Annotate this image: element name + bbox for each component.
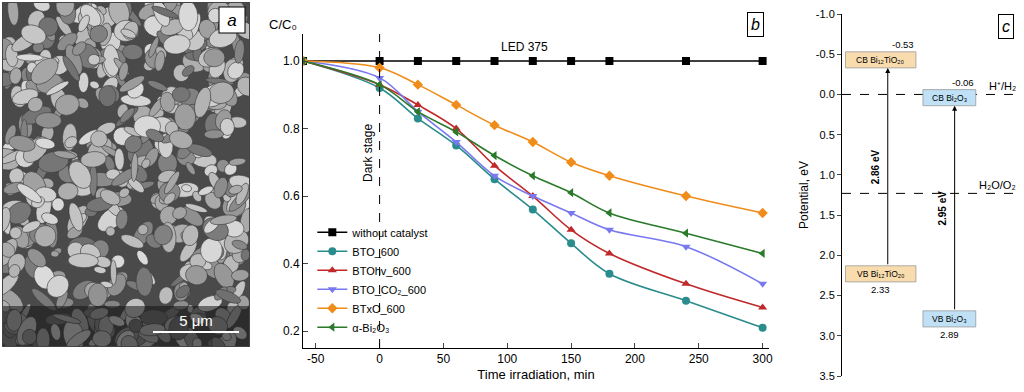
svg-text:200: 200 — [625, 352, 645, 366]
svg-text:2.86 eV: 2.86 eV — [870, 149, 881, 184]
svg-text:C/C₀: C/C₀ — [269, 17, 297, 32]
svg-text:-0.5: -0.5 — [816, 48, 835, 60]
svg-text:H₂O/O₂: H₂O/O₂ — [979, 179, 1016, 191]
svg-text:3.0: 3.0 — [820, 330, 835, 342]
svg-text:2.5: 2.5 — [820, 289, 835, 301]
svg-text:VB Bi₁₂TiO₂₀: VB Bi₁₂TiO₂₀ — [857, 269, 905, 279]
svg-text:1.0: 1.0 — [820, 169, 835, 181]
svg-text:300: 300 — [753, 352, 773, 366]
svg-text:1.5: 1.5 — [820, 209, 835, 221]
svg-text:LED 375: LED 375 — [501, 40, 548, 54]
svg-text:0.2: 0.2 — [283, 324, 300, 338]
svg-text:BTO_CO₂_600: BTO_CO₂_600 — [352, 284, 426, 296]
svg-text:Potential, eV: Potential, eV — [797, 161, 811, 229]
svg-text:0: 0 — [376, 352, 383, 366]
svg-text:-1.0: -1.0 — [816, 8, 835, 20]
svg-text:a: a — [227, 11, 236, 30]
svg-text:BTOhv_600: BTOhv_600 — [352, 265, 411, 277]
svg-text:BTO_600: BTO_600 — [352, 246, 399, 258]
svg-text:0.5: 0.5 — [820, 129, 835, 141]
svg-text:VB Bi₂O₃: VB Bi₂O₃ — [932, 314, 967, 324]
svg-text:0.4: 0.4 — [283, 257, 300, 271]
svg-text:250: 250 — [689, 352, 709, 366]
svg-text:-0.53: -0.53 — [892, 39, 914, 50]
svg-text:Dark stage: Dark stage — [361, 124, 375, 182]
svg-text:0.8: 0.8 — [283, 122, 300, 136]
svg-text:BTxO_600: BTxO_600 — [352, 303, 405, 315]
svg-text:H⁺/H₂: H⁺/H₂ — [989, 80, 1016, 92]
svg-text:100: 100 — [497, 352, 517, 366]
svg-text:CB Bi₂O₃: CB Bi₂O₃ — [932, 93, 967, 103]
svg-text:5 μm: 5 μm — [179, 312, 213, 329]
svg-text:0.6: 0.6 — [283, 189, 300, 203]
svg-text:without catalyst: without catalyst — [351, 227, 427, 239]
svg-text:1.0: 1.0 — [283, 54, 300, 68]
svg-text:Time irradiation, min: Time irradiation, min — [477, 367, 594, 382]
svg-text:0.0: 0.0 — [820, 88, 835, 100]
svg-text:2.89: 2.89 — [940, 329, 959, 340]
svg-text:2.95 eV: 2.95 eV — [937, 191, 948, 226]
svg-text:-50: -50 — [307, 352, 325, 366]
svg-text:c: c — [1002, 18, 1010, 35]
svg-text:2.0: 2.0 — [820, 249, 835, 261]
svg-text:-0.06: -0.06 — [952, 77, 974, 88]
svg-text:3.5: 3.5 — [820, 370, 835, 382]
svg-text:b: b — [751, 16, 760, 33]
svg-text:2.33: 2.33 — [871, 284, 890, 295]
svg-text:50: 50 — [437, 352, 451, 366]
svg-text:α-Bi₂O₃: α-Bi₂O₃ — [352, 322, 389, 334]
svg-text:CB Bi₁₂TiO₂₀: CB Bi₁₂TiO₂₀ — [856, 55, 905, 65]
svg-text:150: 150 — [561, 352, 581, 366]
